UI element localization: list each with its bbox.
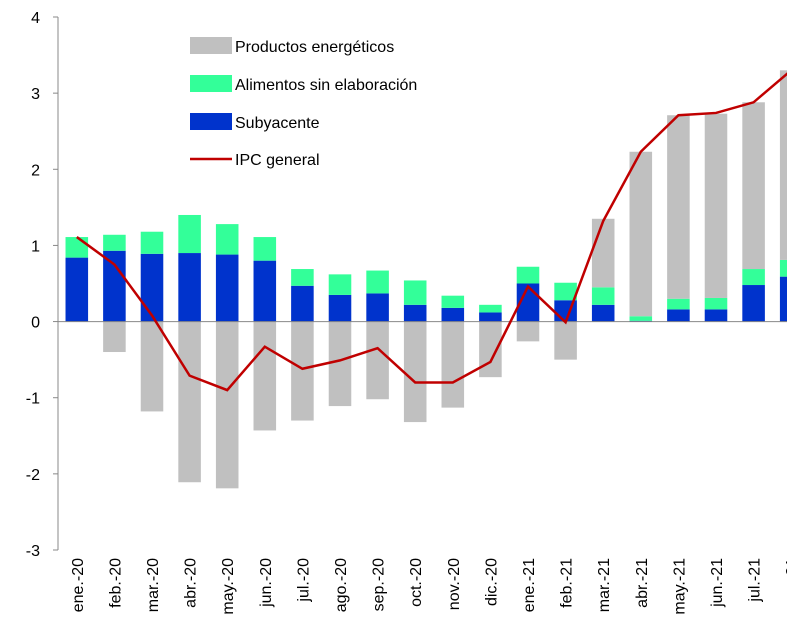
x-tick-label: ago.-21: [784, 558, 787, 612]
bar: [667, 115, 690, 299]
x-tick-label: may.-20: [220, 558, 237, 615]
x-tick-label: jul.-20: [295, 558, 312, 603]
x-tick-label: jun.-21: [709, 558, 726, 608]
bar: [103, 234, 126, 251]
y-tick-label: 1: [31, 238, 40, 255]
legend-label: IPC general: [235, 152, 320, 169]
bar: [441, 321, 465, 408]
x-tick-label: abr.-21: [634, 558, 651, 608]
bar: [178, 214, 201, 254]
bar: [779, 259, 787, 277]
bar: [516, 266, 540, 284]
bar: [140, 253, 164, 322]
x-tick-label: ene.-21: [521, 558, 538, 612]
bar: [516, 321, 540, 342]
bar: [253, 260, 277, 322]
bar: [704, 309, 728, 322]
x-tick-label: feb.-20: [107, 558, 124, 608]
bar: [215, 321, 239, 489]
legend-swatch: [190, 75, 232, 92]
bar: [742, 285, 765, 322]
bar: [704, 297, 728, 310]
y-tick-label: 0: [31, 315, 40, 332]
bar: [178, 321, 201, 483]
bar: [366, 270, 389, 294]
bar: [65, 237, 89, 258]
bar: [441, 307, 465, 322]
bar: [667, 309, 690, 322]
bar: [103, 321, 126, 353]
legend-swatch: [190, 37, 232, 54]
bar: [291, 321, 314, 421]
bar: [403, 304, 427, 322]
bar: [291, 285, 314, 322]
bar: [403, 321, 427, 423]
y-tick-label: -1: [26, 391, 40, 408]
legend-label: Productos energéticos: [235, 39, 394, 56]
x-tick-label: ene.-20: [70, 558, 87, 612]
y-tick-label: 2: [31, 162, 40, 179]
bar: [629, 316, 653, 321]
bar: [253, 321, 277, 431]
bar: [704, 113, 728, 298]
x-tick-label: abr.-20: [183, 558, 200, 608]
y-tick-label: -3: [26, 543, 40, 560]
bar: [479, 321, 502, 378]
bar: [65, 257, 89, 322]
bar: [591, 287, 615, 305]
bar: [140, 321, 164, 412]
y-tick-label: 4: [31, 10, 40, 27]
bar: [103, 250, 126, 322]
bar: [779, 70, 787, 260]
bar: [441, 295, 465, 308]
y-tick-label: -2: [26, 467, 40, 484]
x-tick-label: nov.-20: [446, 558, 463, 610]
x-tick-label: jul.-21: [747, 558, 764, 603]
bar: [366, 321, 389, 400]
x-tick-label: ago.-20: [333, 558, 350, 612]
bar: [479, 304, 502, 313]
x-tick-label: jun.-20: [258, 558, 275, 608]
x-tick-label: sep.-20: [371, 558, 388, 611]
bar: [253, 237, 277, 261]
bar: [366, 293, 389, 322]
bar: [742, 102, 765, 270]
legend-label: Subyacente: [235, 115, 320, 132]
x-tick-label: feb.-21: [559, 558, 576, 608]
bar: [479, 312, 502, 322]
bar: [591, 304, 615, 322]
bar: [291, 269, 314, 286]
x-tick-label: may.-21: [671, 558, 688, 615]
bar: [328, 294, 352, 322]
bar: [178, 253, 201, 322]
line: [76, 72, 787, 392]
legend-label: Alimentos sin elaboración: [235, 77, 417, 94]
bar: [215, 224, 239, 255]
x-tick-label: oct.-20: [408, 558, 425, 607]
x-tick-label: mar.-20: [145, 558, 162, 612]
bar: [742, 269, 765, 286]
bar: [328, 274, 352, 295]
legend-swatch: [190, 113, 232, 130]
bar: [554, 321, 577, 360]
bar: [667, 298, 690, 310]
y-tick-label: 3: [31, 86, 40, 103]
x-tick-label: dic.-20: [483, 558, 500, 606]
bar: [328, 321, 352, 407]
bar: [215, 254, 239, 322]
x-tick-label: mar.-21: [596, 558, 613, 612]
bar: [629, 151, 653, 317]
bar: [140, 231, 164, 254]
bar: [779, 276, 787, 322]
bar: [554, 282, 577, 301]
bar: [591, 218, 615, 288]
bar: [403, 280, 427, 305]
